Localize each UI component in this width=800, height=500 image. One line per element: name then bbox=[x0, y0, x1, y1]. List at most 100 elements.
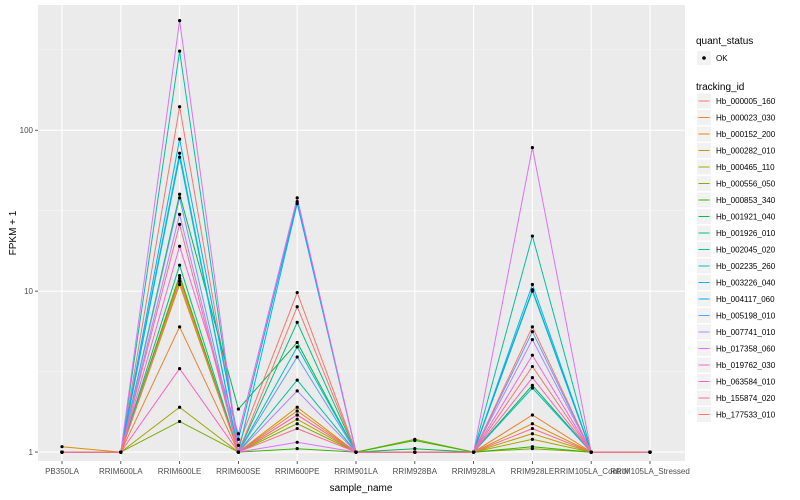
data-point bbox=[178, 196, 182, 200]
data-point bbox=[530, 145, 535, 150]
legend-point-symbol bbox=[702, 56, 706, 60]
data-point bbox=[236, 407, 240, 411]
x-tick-label: RRIM105LA_Stressed bbox=[610, 467, 690, 476]
data-point bbox=[530, 383, 535, 387]
data-point bbox=[530, 445, 535, 449]
data-point bbox=[178, 282, 182, 287]
data-point bbox=[178, 137, 182, 141]
legend-label: Hb_000152_200 bbox=[716, 130, 776, 139]
data-point bbox=[530, 234, 535, 238]
data-point bbox=[295, 196, 299, 200]
legend-label: Hb_002235_260 bbox=[716, 262, 776, 271]
data-point bbox=[530, 288, 535, 292]
data-point bbox=[530, 353, 535, 357]
legend-label: Hb_000005_160 bbox=[716, 97, 776, 106]
data-point bbox=[119, 450, 123, 454]
data-point bbox=[178, 105, 182, 109]
x-axis: PB350LA RRIM600LA RRIM600LE RRIM600SE RRIM60… bbox=[45, 461, 690, 476]
data-point bbox=[236, 443, 240, 448]
data-point bbox=[178, 273, 182, 278]
legend-label: Hb_001926_010 bbox=[716, 229, 776, 238]
x-tick-label: RRIM928LA bbox=[452, 467, 496, 476]
data-point bbox=[295, 355, 299, 359]
data-point bbox=[295, 417, 299, 421]
legend-label: Hb_063584_010 bbox=[716, 378, 776, 387]
data-point bbox=[589, 450, 593, 454]
data-point bbox=[178, 263, 182, 267]
data-point bbox=[178, 18, 182, 23]
data-point bbox=[60, 450, 64, 454]
legend-label: Hb_019762_030 bbox=[716, 361, 776, 370]
data-point bbox=[530, 325, 535, 329]
x-axis-title: sample_name bbox=[330, 483, 393, 494]
data-point bbox=[413, 438, 417, 443]
data-point bbox=[530, 422, 535, 426]
data-point bbox=[236, 437, 240, 441]
legend-label: OK bbox=[716, 54, 728, 63]
data-point bbox=[295, 200, 299, 204]
data-point bbox=[295, 405, 299, 409]
x-tick-label: RRIM901LA bbox=[334, 467, 378, 476]
data-point bbox=[295, 389, 299, 393]
x-tick-label: RRIM105LA_Control bbox=[554, 467, 628, 476]
data-point bbox=[295, 378, 299, 382]
legend-label: Hb_155874_020 bbox=[716, 394, 776, 403]
data-point bbox=[295, 305, 299, 309]
x-tick-label: RRIM928BA bbox=[393, 467, 438, 476]
data-point bbox=[236, 432, 240, 436]
data-point bbox=[472, 450, 476, 454]
series-points bbox=[60, 18, 652, 454]
data-point bbox=[530, 376, 535, 380]
data-point bbox=[295, 440, 299, 444]
legend-label: Hb_000556_050 bbox=[716, 180, 776, 189]
data-point bbox=[530, 386, 535, 390]
y-axis: 1 10 100 bbox=[20, 126, 38, 457]
data-point bbox=[530, 413, 535, 417]
data-point bbox=[354, 450, 358, 454]
legend-label: Hb_004117_060 bbox=[716, 295, 775, 304]
data-point bbox=[413, 447, 417, 451]
data-point bbox=[178, 325, 182, 329]
legend: quant_status OK tracking_id Hb_000005_16… bbox=[696, 36, 776, 422]
x-tick-label: RRIM600PE bbox=[275, 467, 319, 476]
data-point bbox=[295, 320, 299, 324]
point-legend-title: quant_status bbox=[696, 36, 753, 47]
legend-label: Hb_000023_030 bbox=[716, 114, 776, 123]
data-point bbox=[178, 192, 182, 196]
x-tick-label: RRIM600SE bbox=[216, 467, 260, 476]
legend-label: Hb_001921_040 bbox=[716, 213, 776, 222]
data-point bbox=[530, 426, 535, 431]
data-point bbox=[178, 222, 182, 226]
legend-label: Hb_000465_110 bbox=[716, 163, 775, 172]
data-point bbox=[178, 155, 182, 159]
y-axis-title: FPKM + 1 bbox=[8, 210, 19, 255]
data-point bbox=[178, 367, 182, 371]
x-tick-label: PB350LA bbox=[45, 467, 79, 476]
grid-lines bbox=[38, 5, 685, 461]
y-tick-label: 10 bbox=[24, 287, 33, 296]
data-point bbox=[295, 413, 299, 417]
y-tick-label: 100 bbox=[20, 126, 34, 135]
data-point bbox=[178, 405, 182, 409]
point-legend-entries: OK bbox=[697, 51, 728, 65]
legend-label: Hb_003226_040 bbox=[716, 279, 776, 288]
data-point bbox=[530, 337, 535, 342]
data-point bbox=[295, 426, 299, 431]
data-point bbox=[60, 445, 64, 449]
data-point bbox=[178, 49, 182, 53]
data-point bbox=[530, 330, 535, 334]
y-tick-label: 1 bbox=[29, 448, 34, 457]
legend-label: Hb_017358_060 bbox=[716, 345, 776, 354]
data-point bbox=[236, 450, 240, 454]
line-legend-entries: Hb_000005_160 Hb_000023_030 Hb_000152_200 H… bbox=[697, 93, 776, 422]
data-point bbox=[530, 432, 535, 436]
legend-label: Hb_005198_010 bbox=[716, 312, 776, 321]
data-point bbox=[413, 450, 417, 454]
data-point bbox=[178, 151, 182, 155]
data-point bbox=[648, 450, 652, 454]
data-point bbox=[178, 279, 182, 283]
data-point bbox=[295, 340, 299, 345]
data-point bbox=[295, 345, 299, 349]
data-point bbox=[295, 409, 299, 413]
data-point bbox=[178, 212, 182, 216]
